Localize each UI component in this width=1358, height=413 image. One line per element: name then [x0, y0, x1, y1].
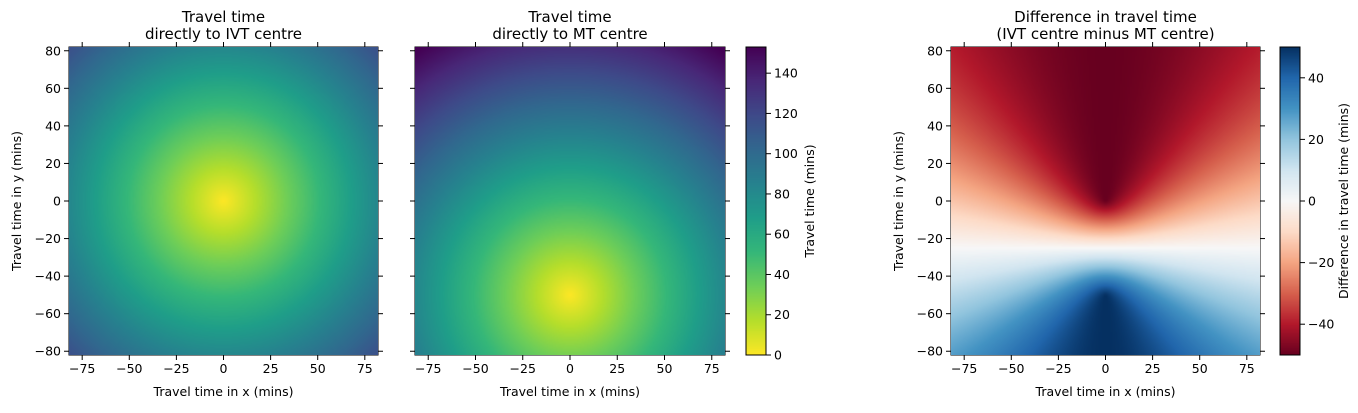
y-tick-label: −60: [917, 306, 943, 321]
y-tick-label: 80: [45, 43, 61, 58]
colorbar-tick-label: 140: [774, 66, 798, 81]
y-axis-label: Travel time in y (mins): [9, 131, 24, 272]
colorbar-tick-label: 20: [774, 307, 790, 322]
x-tick-label: 25: [609, 361, 625, 376]
x-axis-label: Travel time in x (mins): [499, 384, 640, 399]
axes-1: −75 −50 −25 0 25 50 75 −80 −60 −40 −20 0 20 40 60 80 Tra…: [9, 8, 383, 399]
colorbar-tick-label: 60: [774, 227, 790, 242]
y-tick-label: −40: [35, 269, 61, 284]
y-tick-label: −80: [917, 344, 943, 359]
chart-title-line-1: Difference in travel time: [1014, 8, 1197, 26]
heatmap-image-3: [951, 47, 1260, 355]
x-tick-label: −50: [116, 361, 142, 376]
x-tick-label: 75: [357, 361, 373, 376]
y-tick-label: −20: [917, 231, 943, 246]
x-tick-label: −25: [1045, 361, 1071, 376]
colorbar-label: Travel time (mins): [802, 144, 817, 258]
x-tick-label: −50: [462, 361, 488, 376]
y-tick-label: 0: [53, 194, 61, 209]
colorbar-tick-label: 0: [774, 348, 782, 363]
colorbar-tick-label: 100: [774, 146, 798, 161]
x-axis-label: Travel time in x (mins): [153, 384, 294, 399]
colorbar-tick-label: 0: [1308, 194, 1316, 209]
colorbar-2: 0 20 40 60 80 100 120 140 Travel time (mins): [745, 46, 817, 363]
y-tick-label: −40: [917, 269, 943, 284]
x-tick-label: 25: [263, 361, 279, 376]
chart-title-line-2: directly to MT centre: [492, 25, 647, 43]
x-tick-label: 0: [566, 361, 574, 376]
colorbar-tick-label: 40: [1308, 70, 1324, 85]
x-tick-label: −75: [69, 361, 95, 376]
y-tick-label: 60: [927, 81, 943, 96]
x-tick-label: 75: [1239, 361, 1255, 376]
heatmap-image-1: [69, 47, 378, 355]
x-tick-label: −75: [951, 361, 977, 376]
chart-title-line-2: directly to IVT centre: [145, 25, 302, 43]
heatmap-image-2: [415, 47, 725, 355]
colorbar-tick-label: −20: [1308, 255, 1334, 270]
y-tick-label: 20: [927, 156, 943, 171]
colorbar-label: Difference in travel time (mins): [1336, 103, 1351, 299]
colorbar-tick-label: 20: [1308, 132, 1324, 147]
x-tick-label: 50: [310, 361, 326, 376]
y-tick-label: 60: [45, 81, 61, 96]
colorbar-gradient: [1280, 47, 1300, 355]
y-tick-label: 80: [927, 43, 943, 58]
chart-title-line-1: Travel time: [527, 8, 611, 26]
x-tick-label: −25: [510, 361, 536, 376]
colorbar-3: −40 −20 0 20 40 Difference in travel time (mi…: [1279, 46, 1351, 356]
x-tick-label: 75: [704, 361, 720, 376]
colorbar-gradient: [746, 47, 766, 355]
y-tick-label: 40: [45, 118, 61, 133]
y-tick-label: −80: [35, 344, 61, 359]
colorbar-tick-label: 80: [774, 186, 790, 201]
x-tick-label: −75: [415, 361, 441, 376]
x-tick-label: 50: [1192, 361, 1208, 376]
colorbar-frame: [745, 46, 767, 356]
x-tick-label: −25: [163, 361, 189, 376]
colorbar-tick-label: 120: [774, 106, 798, 121]
y-tick-label: −60: [35, 306, 61, 321]
x-tick-label: 0: [1102, 361, 1110, 376]
y-tick-label: −20: [35, 231, 61, 246]
y-tick-label: 20: [45, 156, 61, 171]
y-axis-label: Travel time in y (mins): [891, 131, 906, 272]
x-tick-label: −50: [998, 361, 1024, 376]
x-tick-label: 0: [220, 361, 228, 376]
colorbar-tick-label: 40: [774, 267, 790, 282]
y-tick-label: 40: [927, 118, 943, 133]
chart-title-line-1: Travel time: [181, 8, 265, 26]
x-tick-label: 50: [657, 361, 673, 376]
x-tick-label: 25: [1145, 361, 1161, 376]
x-axis-label: Travel time in x (mins): [1035, 384, 1176, 399]
colorbar-tick-label: −40: [1308, 317, 1334, 332]
y-tick-label: 0: [935, 194, 943, 209]
chart-title-line-2: (IVT centre minus MT centre): [996, 25, 1214, 43]
